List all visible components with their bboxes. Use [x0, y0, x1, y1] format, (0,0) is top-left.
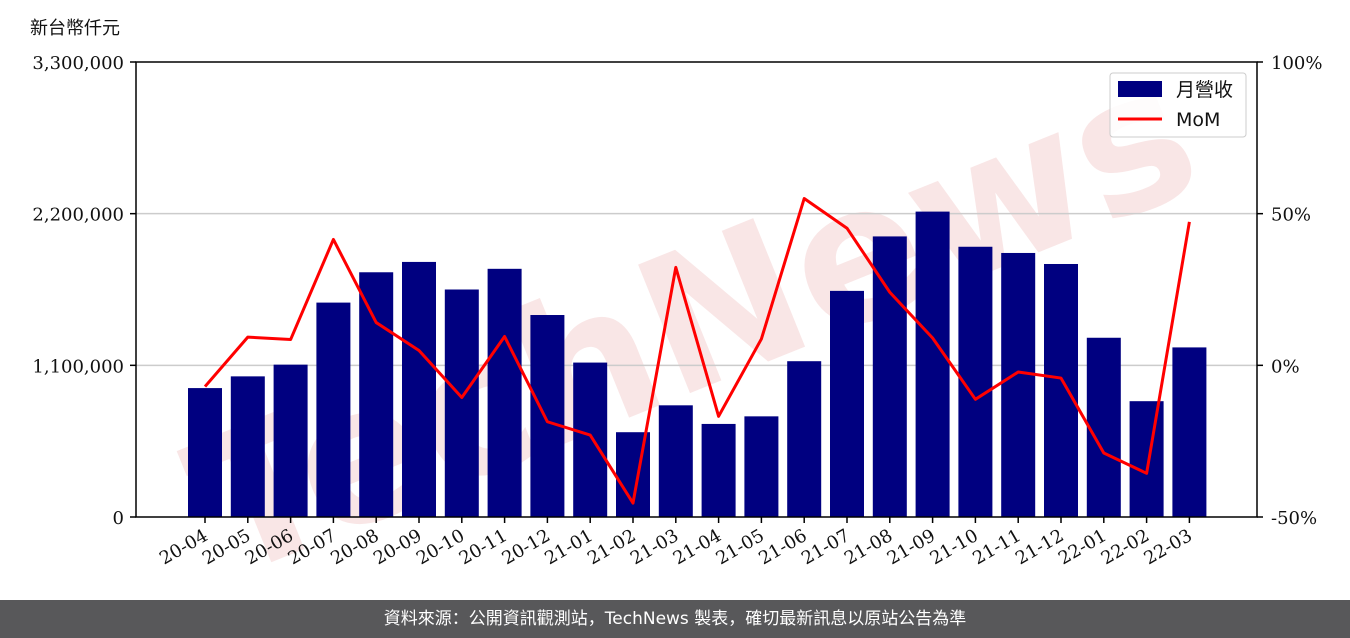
x-tick-label: 22-02	[1098, 525, 1153, 569]
bar-22-02	[1129, 401, 1164, 517]
legend-label-bar: 月營收	[1176, 79, 1233, 101]
x-tick-label: 21-05	[712, 525, 767, 569]
y-left-tick-label: 3,300,000	[32, 53, 124, 74]
bar-20-10	[444, 289, 479, 517]
y-right-tick-label: 0%	[1271, 356, 1300, 377]
bar-21-05	[744, 416, 779, 517]
bar-21-01	[573, 362, 608, 517]
x-tick-label: 21-11	[969, 525, 1024, 569]
bar-21-09	[915, 211, 950, 517]
bar-20-07	[316, 302, 351, 517]
mom-line	[203, 197, 1191, 505]
bar-20-04	[188, 388, 222, 517]
y-axis-unit-label: 新台幣仟元	[30, 18, 120, 39]
bar-20-09	[402, 261, 436, 517]
y-left-tick-label: 1,100,000	[32, 356, 124, 377]
bar-21-12	[1044, 263, 1078, 517]
x-tick-label: 21-03	[627, 525, 682, 569]
x-tick-label: 21-02	[584, 525, 639, 569]
x-tick-label: 21-04	[670, 525, 725, 569]
x-tick-label: 21-10	[926, 525, 981, 569]
y-right-tick-label: 50%	[1271, 205, 1311, 226]
y-left-tick-label: 0	[113, 508, 124, 529]
x-tick-label: 21-06	[755, 525, 810, 569]
legend-swatch-bar	[1118, 81, 1162, 97]
bar-21-04	[701, 423, 736, 517]
x-tick-label: 21-08	[841, 525, 896, 569]
bar-20-06	[273, 364, 308, 517]
bar-20-12	[530, 315, 565, 517]
legend-label-line: MoM	[1176, 109, 1220, 131]
bar-21-07	[830, 290, 864, 517]
x-tick-label: 21-01	[541, 525, 596, 569]
x-tick-label: 20-04	[156, 525, 211, 569]
plot-frame	[135, 61, 1258, 518]
bar-20-08	[359, 272, 394, 517]
y-right-tick-label: 100%	[1271, 53, 1322, 74]
x-tick-label: 21-07	[798, 525, 853, 569]
source-footer: 資料來源：公開資訊觀測站，TechNews 製表，確切最新訊息以原站公告為準	[0, 600, 1350, 638]
revenue-chart: TechNews 01,100,0002,200,0003,300,000-50…	[32, 20, 1322, 600]
bar-20-05	[230, 376, 265, 517]
bar-20-11	[487, 268, 522, 517]
y-left-tick-label: 2,200,000	[32, 205, 124, 226]
x-tick-label: 22-03	[1140, 525, 1195, 569]
x-tick-label: 21-12	[1012, 525, 1067, 569]
bar-21-08	[872, 236, 907, 517]
y-right-tick-label: -50%	[1271, 508, 1317, 529]
x-tick-label: 22-01	[1055, 525, 1110, 569]
bar-21-03	[658, 405, 693, 517]
x-tick-label: 20-12	[498, 525, 553, 569]
bar-22-01	[1086, 337, 1121, 517]
x-tick-label: 21-09	[884, 525, 939, 569]
bar-21-06	[787, 361, 822, 517]
bar-21-11	[1001, 252, 1036, 517]
bar-22-03	[1172, 347, 1207, 517]
